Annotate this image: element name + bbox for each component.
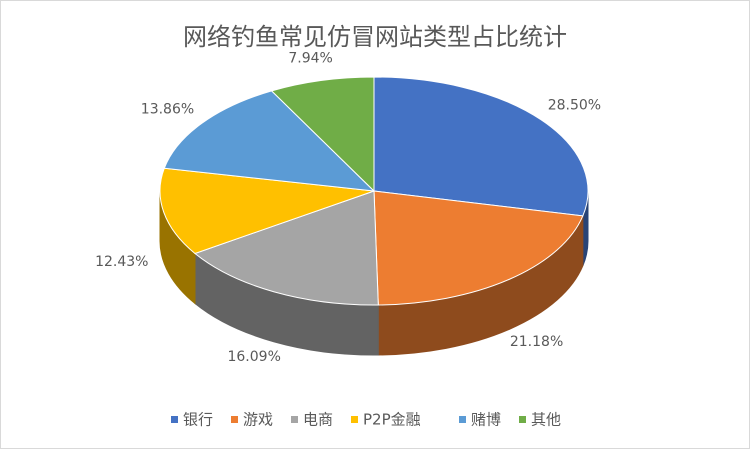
slice bbox=[270, 76, 375, 193]
legend-label: 银行 bbox=[183, 411, 213, 429]
data-label: 12.43% bbox=[95, 254, 148, 270]
legend-label: 赌博 bbox=[471, 411, 501, 429]
legend-swatch bbox=[351, 416, 358, 423]
data-label: 16.09% bbox=[227, 349, 280, 365]
legend-swatch bbox=[459, 416, 466, 423]
legend: 银行 游戏 电商 P2P金融 赌博 其他 bbox=[171, 411, 561, 429]
slice bbox=[159, 167, 375, 255]
data-label: 7.94% bbox=[288, 50, 332, 66]
legend-swatch bbox=[519, 416, 526, 423]
legend-swatch bbox=[171, 416, 178, 423]
pie-sides bbox=[159, 190, 589, 356]
legend-label: 游戏 bbox=[243, 411, 273, 429]
slice bbox=[193, 190, 379, 306]
legend-label: 其他 bbox=[531, 411, 561, 429]
slice bbox=[163, 90, 376, 192]
slice bbox=[373, 76, 589, 217]
legend-swatch bbox=[291, 416, 298, 423]
legend-label: 电商 bbox=[303, 411, 333, 429]
slice bbox=[373, 190, 584, 306]
data-label: 28.50% bbox=[548, 97, 601, 113]
legend-label: P2P金融 bbox=[363, 411, 421, 429]
data-label: 21.18% bbox=[510, 334, 563, 350]
data-label: 13.86% bbox=[141, 102, 194, 118]
pie-tops bbox=[159, 76, 589, 306]
legend-swatch bbox=[231, 416, 238, 423]
data-labels: 28.50% 21.18% 16.09% 12.43% 13.86% 7.94% bbox=[95, 50, 601, 365]
chart-title: 网络钓鱼常见仿冒网站类型占比统计 bbox=[183, 23, 567, 51]
